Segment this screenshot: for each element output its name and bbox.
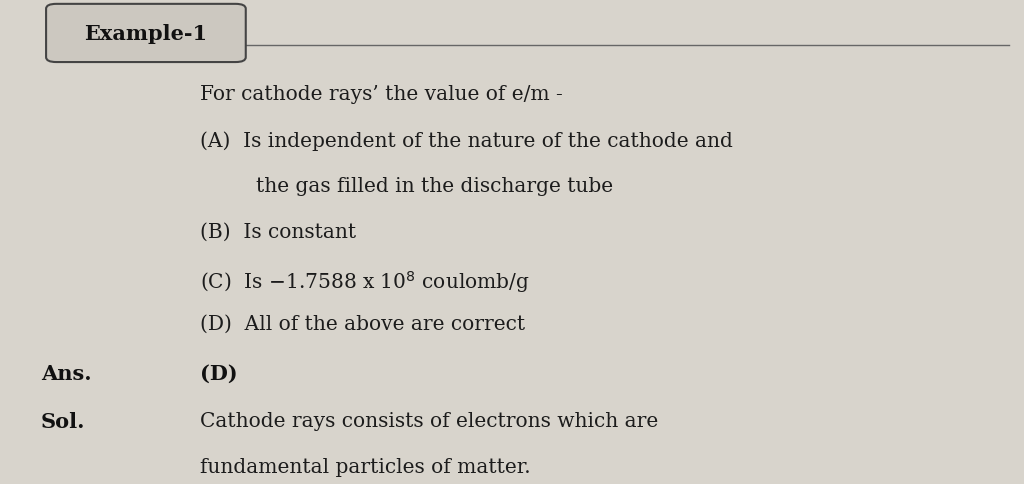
Text: Example-1: Example-1 [84,24,208,44]
Text: (B)  Is constant: (B) Is constant [200,223,355,242]
Text: Cathode rays consists of electrons which are: Cathode rays consists of electrons which… [200,411,658,430]
Text: Ans.: Ans. [41,363,91,383]
Text: For cathode rays’ the value of e/m -: For cathode rays’ the value of e/m - [200,85,562,104]
Text: fundamental particles of matter.: fundamental particles of matter. [200,457,530,476]
Text: (A)  Is independent of the nature of the cathode and: (A) Is independent of the nature of the … [200,131,732,151]
Text: Sol.: Sol. [41,411,85,431]
FancyBboxPatch shape [46,5,246,63]
Text: the gas filled in the discharge tube: the gas filled in the discharge tube [256,177,613,196]
Text: (D)  All of the above are correct: (D) All of the above are correct [200,315,525,333]
Text: (C)  Is $-$1.7588 x 10$^{8}$ coulomb/g: (C) Is $-$1.7588 x 10$^{8}$ coulomb/g [200,269,529,294]
Text: (D): (D) [200,363,238,383]
